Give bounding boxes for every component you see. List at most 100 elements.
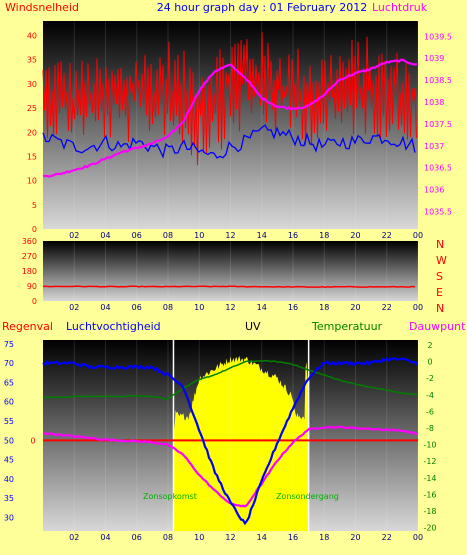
direction-tick-label: 270 bbox=[22, 252, 37, 261]
pressure-tick-label: 1037 bbox=[424, 142, 444, 151]
temperature-tick-label: -12 bbox=[423, 457, 436, 466]
x-tick-label: 22 bbox=[382, 533, 392, 542]
direction-label-w: W bbox=[436, 254, 447, 267]
x-tick-label: 02 bbox=[69, 303, 79, 312]
wind-direction-panel bbox=[43, 241, 418, 301]
legend-humidity: Luchtvochtigheid bbox=[66, 320, 161, 333]
x-tick-label: 12 bbox=[225, 303, 235, 312]
sunrise-annotation: Zonsopkomst bbox=[143, 492, 197, 501]
pressure-tick-label: 1038.5 bbox=[424, 76, 452, 85]
humidity-tick-label: 40 bbox=[4, 475, 14, 484]
pressure-tick-label: 1036.5 bbox=[424, 164, 452, 173]
direction-label-e: E bbox=[436, 286, 443, 299]
x-tick-label: 08 bbox=[163, 303, 173, 312]
x-tick-label: 12 bbox=[225, 533, 235, 542]
x-tick-label: 00 bbox=[413, 303, 423, 312]
direction-tick-label: 90 bbox=[27, 282, 37, 291]
humidity-tick-label: 65 bbox=[4, 378, 14, 387]
pressure-tick-label: 1035.5 bbox=[424, 207, 452, 216]
legend-dewpoint: Dauwpunt bbox=[409, 320, 466, 333]
direction-label-n1: N bbox=[436, 238, 444, 251]
pressure-line bbox=[42, 58, 418, 178]
x-tick-label: 04 bbox=[100, 231, 110, 240]
x-tick-label: 22 bbox=[382, 303, 392, 312]
x-tick-label: 06 bbox=[132, 303, 142, 312]
pressure-tick-label: 1039.5 bbox=[424, 32, 452, 41]
temperature-tick-label: -16 bbox=[423, 490, 436, 499]
humidity-tick-label: 45 bbox=[4, 456, 14, 465]
x-tick-label: 02 bbox=[69, 533, 79, 542]
temperature-tick-label: -6 bbox=[426, 407, 434, 416]
wind-pressure-panel bbox=[43, 21, 418, 229]
pressure-tick-label: 1039 bbox=[424, 54, 444, 63]
x-tick-label: 14 bbox=[257, 303, 267, 312]
x-tick-label: 10 bbox=[194, 303, 204, 312]
temperature-tick-label: 2 bbox=[427, 341, 432, 350]
direction-tick-label: 360 bbox=[22, 237, 37, 246]
x-tick-label: 08 bbox=[163, 231, 173, 240]
x-tick-label: 20 bbox=[350, 231, 360, 240]
x-tick-label: 14 bbox=[257, 533, 267, 542]
x-tick-label: 10 bbox=[194, 533, 204, 542]
wind-tick-label: 20 bbox=[27, 128, 37, 137]
humidity-tick-label: 55 bbox=[4, 417, 14, 426]
x-tick-label: 00 bbox=[413, 533, 423, 542]
legend-uv: UV bbox=[245, 320, 261, 333]
humidity-tick-label: 60 bbox=[4, 398, 14, 407]
legend-temperature: Temperatuur bbox=[311, 320, 383, 333]
temperature-tick-label: -2 bbox=[426, 374, 434, 383]
x-tick-label: 10 bbox=[194, 231, 204, 240]
humidity-tick-label: 70 bbox=[4, 359, 14, 368]
wind-tick-label: 0 bbox=[32, 225, 37, 234]
humidity-tick-label: 30 bbox=[4, 513, 14, 522]
wind-tick-label: 5 bbox=[32, 201, 37, 210]
x-tick-label: 16 bbox=[288, 533, 298, 542]
x-tick-label: 00 bbox=[413, 231, 423, 240]
direction-label-n2: N bbox=[436, 302, 444, 315]
x-tick-label: 06 bbox=[132, 231, 142, 240]
x-tick-label: 20 bbox=[350, 303, 360, 312]
wind-gust-line bbox=[42, 124, 416, 159]
humidity-tick-label: 75 bbox=[4, 340, 14, 349]
chart-title: 24 hour graph day : 01 February 2012 bbox=[157, 1, 368, 14]
x-tick-label: 22 bbox=[382, 231, 392, 240]
uv-area bbox=[173, 356, 309, 531]
pressure-tick-label: 1037.5 bbox=[424, 120, 452, 129]
x-tick-label: 20 bbox=[350, 533, 360, 542]
direction-tick-label: 180 bbox=[22, 267, 37, 276]
x-tick-label: 16 bbox=[288, 303, 298, 312]
temperature-tick-label: -14 bbox=[423, 474, 436, 483]
pressure-tick-label: 1038 bbox=[424, 98, 444, 107]
x-tick-label: 06 bbox=[132, 533, 142, 542]
wind-tick-label: 30 bbox=[27, 80, 37, 89]
temperature-tick-label: -4 bbox=[426, 391, 434, 400]
humidity-tick-label: 50 bbox=[4, 436, 14, 445]
wind-tick-label: 25 bbox=[27, 104, 37, 113]
wind-speed-line bbox=[42, 32, 417, 166]
wind-tick-label: 40 bbox=[27, 32, 37, 41]
legend-rain: Regenval bbox=[2, 320, 53, 333]
x-tick-label: 18 bbox=[319, 533, 329, 542]
x-tick-label: 04 bbox=[100, 303, 110, 312]
sunset-annotation: Zonsondergang bbox=[276, 492, 339, 501]
wind-axis-label: Windsnelheid bbox=[5, 1, 79, 14]
x-tick-label: 12 bbox=[225, 231, 235, 240]
x-tick-label: 18 bbox=[319, 231, 329, 240]
x-tick-label: 14 bbox=[257, 231, 267, 240]
humidity-tick-label: 35 bbox=[4, 494, 14, 503]
x-tick-label: 04 bbox=[100, 533, 110, 542]
wind-tick-label: 35 bbox=[27, 56, 37, 65]
x-tick-label: 02 bbox=[69, 231, 79, 240]
temperature-tick-label: 0 bbox=[427, 358, 432, 367]
x-tick-label: 16 bbox=[288, 231, 298, 240]
direction-label-s: S bbox=[436, 270, 443, 283]
wind-direction-line bbox=[42, 285, 416, 288]
pressure-tick-label: 1036 bbox=[424, 186, 444, 195]
rain-tick-label: 0 bbox=[30, 436, 35, 445]
humidity-line bbox=[42, 356, 418, 526]
direction-tick-label: 0 bbox=[32, 297, 37, 306]
x-tick-label: 08 bbox=[163, 533, 173, 542]
temperature-tick-label: -18 bbox=[423, 507, 436, 516]
temperature-tick-label: -8 bbox=[426, 424, 434, 433]
